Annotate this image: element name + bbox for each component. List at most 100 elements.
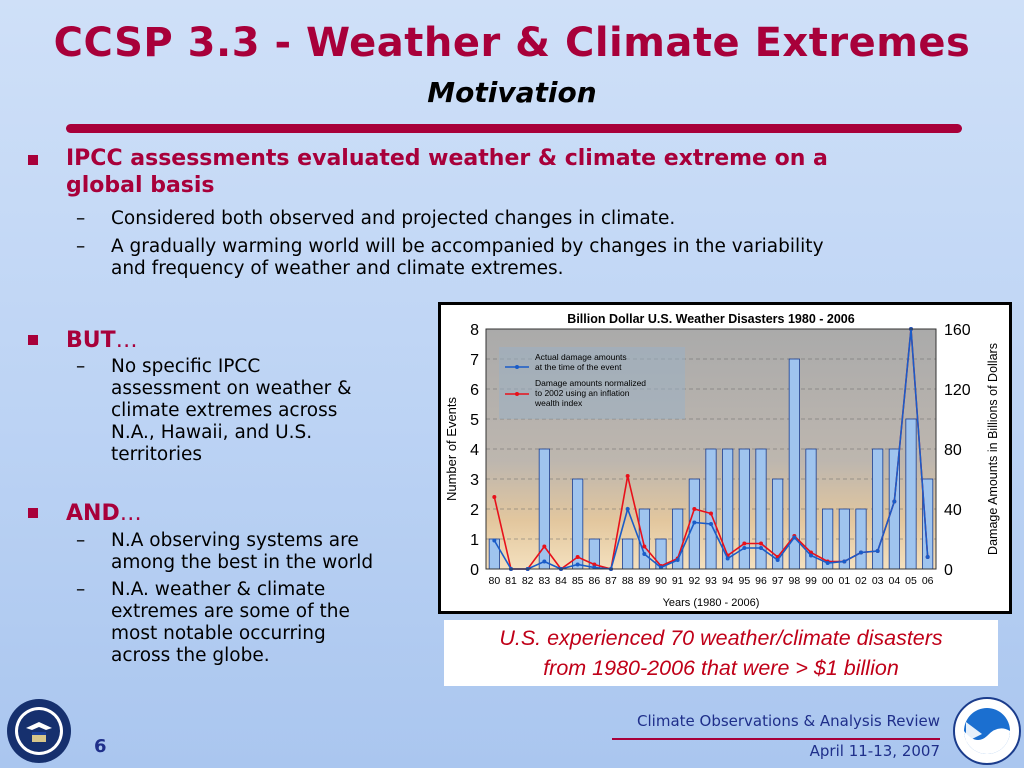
x-tick-label: 85: [572, 575, 584, 587]
bullet-marker: [28, 508, 38, 518]
y-tick-label: 3: [470, 472, 479, 489]
slide-title: CCSP 3.3 - Weather & Climate Extremes: [53, 20, 971, 66]
caption-line-1: U.S. experienced 70 weather/climate disa…: [499, 626, 943, 650]
disasters-chart: Billion Dollar U.S. Weather Disasters 19…: [444, 312, 1000, 609]
x-tick-label: 92: [688, 575, 700, 587]
legend-label-actual-line-2: at the time of the event: [535, 362, 622, 372]
y-axis-label: Number of Events: [444, 396, 459, 501]
damage-point: [542, 559, 547, 564]
y-tick-label: 6: [470, 382, 479, 399]
text-line: most notable occurring: [111, 623, 326, 644]
legend-box: [499, 347, 685, 419]
damage-point: [725, 556, 730, 561]
damage-point: [925, 555, 930, 559]
dash-marker: –: [76, 236, 86, 257]
y-tick-label: 5: [470, 412, 479, 429]
legend-blue-marker: [515, 365, 519, 369]
damage-point: [692, 520, 697, 525]
event-count-bar: [622, 538, 634, 570]
dash-marker: –: [76, 579, 86, 600]
bullet-marker: [28, 155, 38, 165]
ellipsis: …: [115, 328, 138, 353]
noaa-logo: [953, 697, 1021, 765]
text-line: across the globe.: [111, 645, 270, 666]
x-tick-label: 84: [555, 575, 567, 587]
y2-tick-label: 40: [944, 502, 962, 519]
damage-point: [575, 555, 580, 559]
y-tick-label: 1: [470, 532, 479, 549]
event-count-bar: [705, 448, 717, 570]
y-tick-label: 8: [470, 322, 479, 339]
damage-point: [742, 546, 747, 550]
text-line: extremes are some of the: [111, 601, 350, 622]
legend-label-normalized-line-2: to 2002 using an inflation: [535, 388, 630, 398]
x-tick-label: 04: [888, 575, 900, 587]
x-tick-label: 90: [655, 575, 667, 587]
event-count-bar: [638, 508, 650, 570]
text-line: climate extremes across: [111, 400, 338, 421]
chart-caption: U.S. experienced 70 weather/climate disa…: [444, 620, 998, 686]
dash-marker: –: [76, 530, 86, 551]
x-tick-label: 93: [705, 575, 717, 587]
legend-red-marker: [515, 392, 519, 396]
damage-point: [859, 550, 863, 555]
bullet-2-heading: BUT…: [66, 327, 138, 354]
event-count-bar: [488, 538, 500, 570]
chart-frame: Billion Dollar U.S. Weather Disasters 19…: [438, 302, 1012, 614]
x-tick-label: 94: [722, 575, 734, 587]
text-line: N.A. weather & climate: [111, 579, 326, 600]
damage-point: [625, 474, 630, 478]
chart-title: Billion Dollar U.S. Weather Disasters 19…: [567, 312, 854, 326]
damage-point: [759, 546, 763, 550]
y-tick-label: 7: [470, 352, 479, 369]
damage-point: [875, 549, 880, 553]
x-tick-label: 98: [788, 575, 800, 587]
legend-label-actual-line-1: Actual damage amounts: [535, 352, 627, 362]
damage-point: [842, 559, 847, 564]
x-tick-label: 86: [588, 575, 600, 587]
damage-point: [709, 511, 713, 516]
event-count-bar: [905, 418, 917, 570]
damage-point: [642, 544, 647, 549]
legend-label-normalized-line-1: Damage amounts normalized: [535, 378, 646, 388]
damage-point: [642, 552, 647, 556]
bullet-3-heading: AND…: [66, 500, 142, 527]
text-line: N.A observing systems are: [111, 530, 359, 551]
x-tick-label: 03: [872, 575, 884, 587]
damage-point: [675, 558, 680, 562]
x-tick-label: 89: [638, 575, 650, 587]
y2-tick-label: 160: [944, 322, 971, 339]
y2-axis-label: Damage Amounts in Billions of Dollars: [986, 343, 1000, 555]
bullet-2-sub-1: No specific IPCC assessment on weather &…: [111, 356, 431, 466]
x-tick-label: 01: [838, 575, 850, 587]
x-tick-label: 06: [922, 575, 934, 587]
x-tick-label: 97: [772, 575, 784, 587]
damage-point: [709, 522, 713, 526]
bullet-1-text: IPCC assessments evaluated weather & cli…: [66, 145, 996, 199]
text-line: among the best in the world: [111, 552, 374, 573]
damage-point: [825, 561, 830, 565]
bullet-1-sub-1: Considered both observed and projected c…: [111, 208, 676, 229]
x-tick-label: 80: [488, 575, 500, 587]
damage-point: [492, 495, 497, 499]
damage-point: [625, 507, 630, 511]
damage-point: [575, 562, 580, 567]
legend: Actual damage amounts at the time of the…: [499, 347, 685, 419]
x-tick-label: 82: [522, 575, 534, 587]
and-label: AND: [66, 501, 120, 526]
damage-point: [775, 558, 780, 562]
damage-point: [692, 507, 697, 511]
slide-subtitle: Motivation: [427, 76, 597, 109]
x-tick-label: 81: [505, 575, 517, 587]
bullet-marker: [28, 335, 38, 345]
but-label: BUT: [66, 328, 116, 353]
y2-tick-label: 0: [944, 562, 953, 579]
x-axis-label: Years (1980 - 2006): [663, 597, 760, 609]
y2-tick-label: 120: [944, 382, 971, 399]
x-tick-label: 91: [672, 575, 684, 587]
bullet-1-line-1: IPCC assessments evaluated weather & cli…: [66, 146, 828, 171]
legend-label-normalized-line-3: wealth index: [534, 398, 583, 408]
footer-event-title: Climate Observations & Analysis Review: [637, 712, 940, 730]
text-line: assessment on weather &: [111, 378, 352, 399]
x-tick-label: 99: [805, 575, 817, 587]
